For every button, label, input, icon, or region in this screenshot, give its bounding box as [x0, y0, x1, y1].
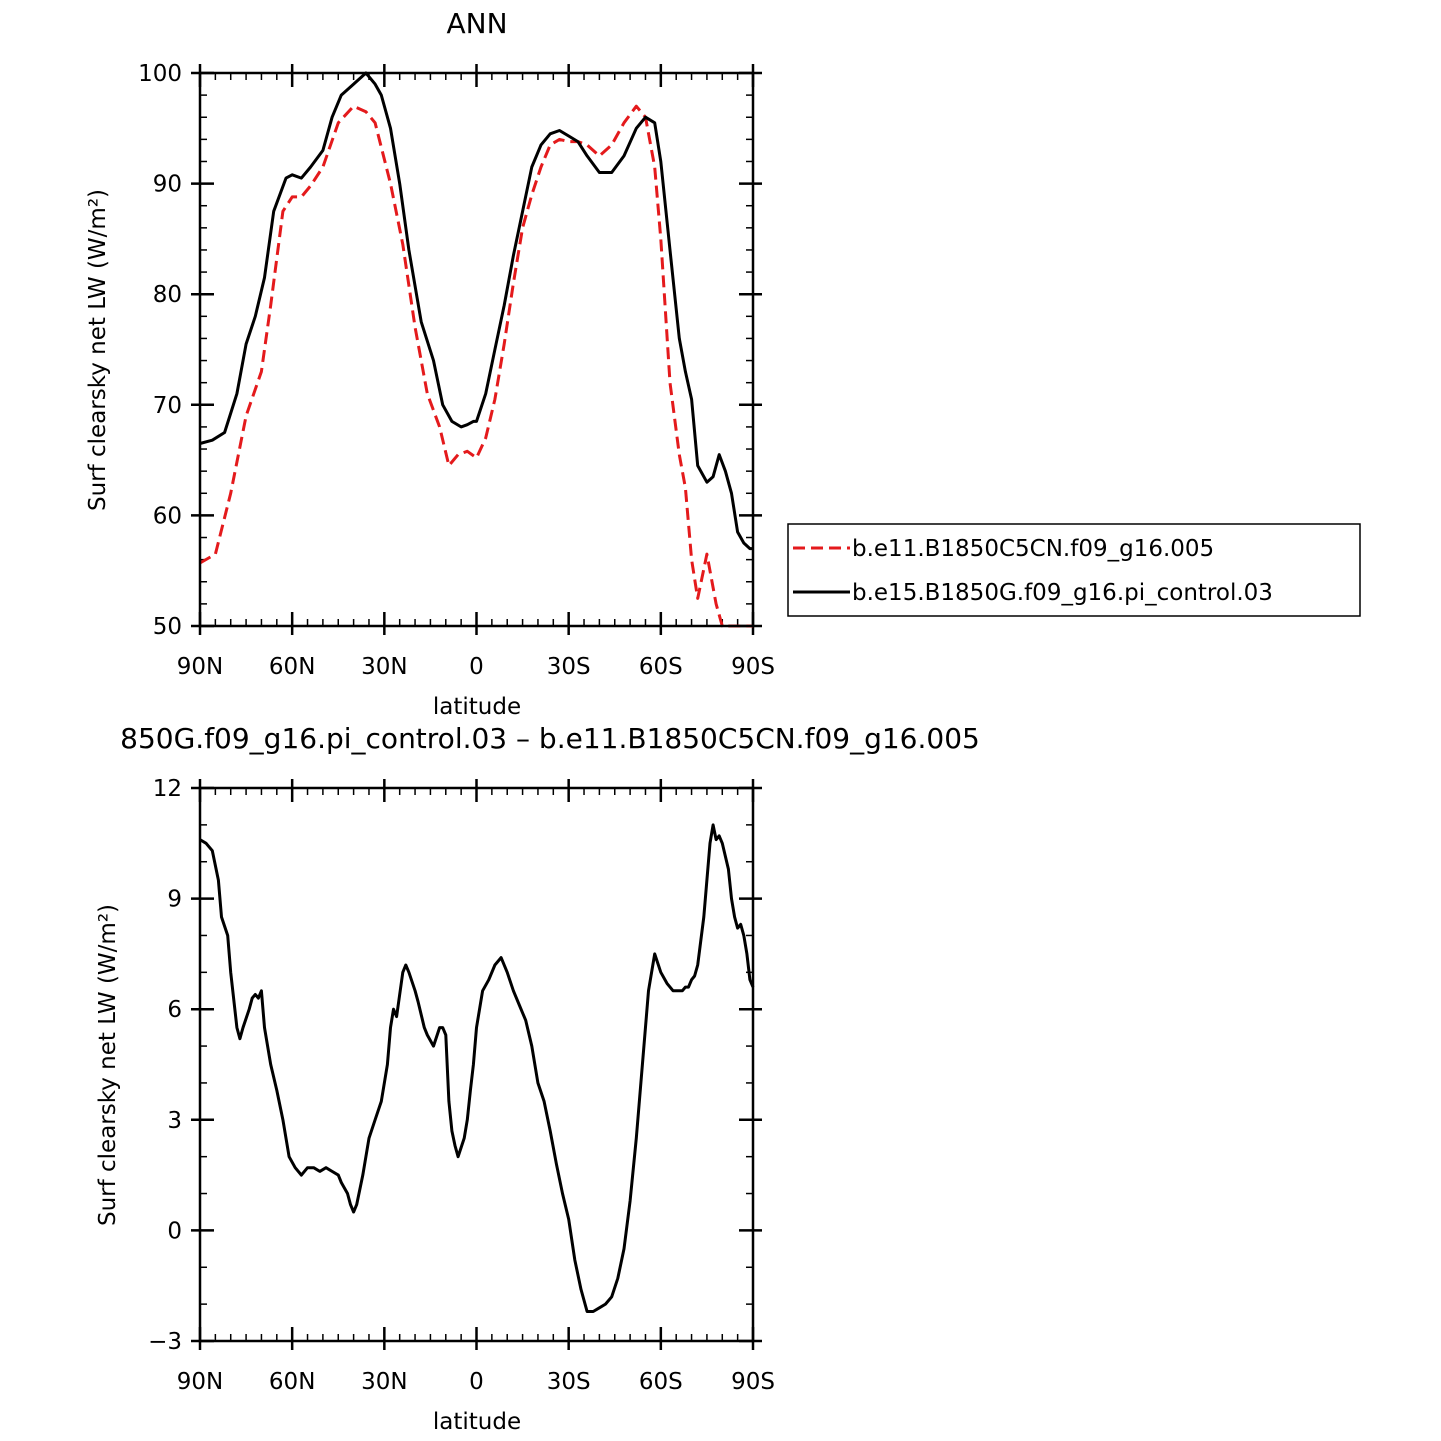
bottom-panel-y-axis-label: Surf clearsky net LW (W/m²) [95, 904, 121, 1226]
legend: b.e11.B1850C5CN.f09_g16.005 b.e15.B1850G… [787, 523, 1361, 617]
top-panel-y-tick-labels: 50 60 70 80 90 100 [138, 61, 182, 640]
y-tick-label: 0 [167, 1218, 182, 1244]
y-tick-label: 9 [167, 887, 182, 913]
x-tick-label: 0 [469, 654, 484, 680]
x-tick-label: 30S [547, 654, 591, 680]
y-tick-label: 3 [167, 1108, 182, 1134]
y-tick-label: 90 [153, 172, 182, 198]
top-panel-x-axis-label: latitude [433, 694, 521, 720]
y-tick-label: 12 [153, 776, 182, 802]
bottom-panel-y-tick-labels: −3 0 3 6 9 12 [148, 776, 182, 1355]
x-tick-label: 90N [177, 1369, 223, 1395]
y-tick-label: 100 [138, 61, 182, 87]
top-panel-title: ANN [446, 7, 507, 40]
legend-label-series-2: b.e15.B1850G.f09_g16.pi_control.03 [852, 580, 1273, 606]
y-tick-label: 50 [153, 614, 182, 640]
y-tick-label: 60 [153, 503, 182, 529]
x-tick-label: 90S [731, 654, 775, 680]
y-tick-label: −3 [148, 1329, 182, 1355]
top-panel: ANN 90N 60N 30N 0 30S 60S 90S 50 60 70 80 90 100 la… [85, 7, 1361, 720]
x-tick-label: 0 [469, 1369, 484, 1395]
top-panel-ticks [191, 64, 762, 635]
bottom-panel-ticks [191, 779, 762, 1350]
y-tick-label: 70 [153, 393, 182, 419]
x-tick-label: 90S [731, 1369, 775, 1395]
x-tick-label: 30S [547, 1369, 591, 1395]
x-tick-label: 60S [639, 654, 683, 680]
bottom-panel: 850G.f09_g16.pi_control.03 – b.e11.B1850… [95, 722, 980, 1435]
top-panel-frame [198, 71, 755, 628]
bottom-panel-series [199, 823, 755, 1313]
bottom-panel-frame [198, 786, 755, 1343]
bottom-panel-x-axis-label: latitude [433, 1409, 521, 1435]
x-tick-label: 60S [639, 1369, 683, 1395]
legend-box [787, 523, 1361, 617]
y-tick-label: 80 [153, 282, 182, 308]
x-tick-label: 60N [269, 654, 315, 680]
x-tick-label: 60N [269, 1369, 315, 1395]
x-tick-label: 30N [361, 654, 407, 680]
top-panel-y-axis-label: Surf clearsky net LW (W/m²) [85, 189, 111, 511]
series-line-1 [199, 823, 755, 1313]
y-tick-label: 6 [167, 997, 182, 1023]
bottom-panel-title: 850G.f09_g16.pi_control.03 – b.e11.B1850… [120, 722, 980, 755]
legend-label-series-1: b.e11.B1850C5CN.f09_g16.005 [852, 536, 1214, 562]
x-tick-label: 90N [177, 654, 223, 680]
top-panel-x-tick-labels: 90N 60N 30N 0 30S 60S 90S [177, 654, 775, 680]
series-line-2 [199, 71, 753, 551]
top-panel-series [199, 71, 753, 628]
bottom-panel-x-tick-labels: 90N 60N 30N 0 30S 60S 90S [177, 1369, 775, 1395]
x-tick-label: 30N [361, 1369, 407, 1395]
